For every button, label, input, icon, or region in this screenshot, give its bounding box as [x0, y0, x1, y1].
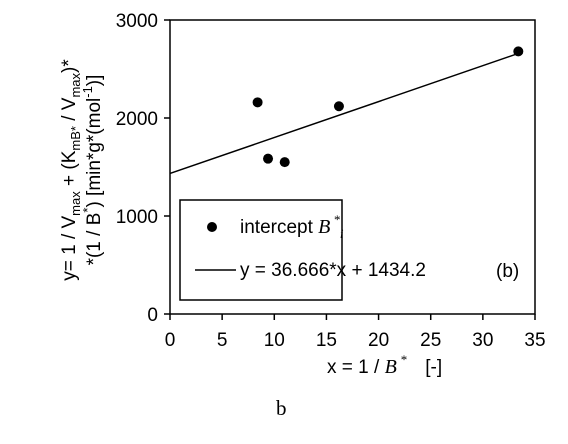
data-point: [279, 157, 290, 168]
x-tick-label: 15: [316, 330, 337, 351]
legend: intercept B *i y = 36.666*x + 1434.2: [179, 199, 426, 301]
y-tick-label: 3000: [116, 11, 158, 32]
y-axis-ticks: 0 1000 2000 3000: [116, 11, 170, 326]
y-tick-label: 1000: [116, 207, 158, 228]
y-axis-label-line2: *(1 / B*) [min*g*(mol-1)]: [80, 75, 105, 266]
data-point: [252, 97, 263, 108]
data-points: [252, 46, 524, 168]
legend-line-label: y = 36.666*x + 1434.2: [240, 260, 426, 281]
y-axis-label-line1: y= 1 / Vmax + (KmB* / Vmax)*: [59, 59, 83, 281]
legend-box: [179, 199, 343, 301]
regression-line: [169, 52, 519, 175]
x-tick-label: 30: [472, 330, 493, 351]
x-axis-ticks: 0 5 10 15 20 25 30 35: [165, 314, 546, 351]
x-tick-label: 20: [368, 330, 389, 351]
x-tick-label: 10: [264, 330, 285, 351]
x-tick-label: 5: [217, 330, 228, 351]
y-tick-label: 2000: [116, 109, 158, 130]
x-tick-label: 25: [420, 330, 441, 351]
y-tick-label: 0: [147, 305, 158, 326]
data-point: [263, 153, 274, 164]
plot-area: [169, 19, 536, 315]
figure-caption: b: [276, 396, 287, 420]
legend-marker-point: [207, 222, 217, 232]
x-tick-label: 0: [165, 330, 176, 351]
data-point: [333, 101, 344, 112]
x-axis-label: x = 1 / B * [-]: [327, 352, 442, 378]
x-tick-label: 35: [524, 330, 545, 351]
data-point: [513, 46, 524, 57]
legend-point-label: intercept B *i: [240, 212, 344, 241]
panel-label: (b): [496, 261, 519, 282]
